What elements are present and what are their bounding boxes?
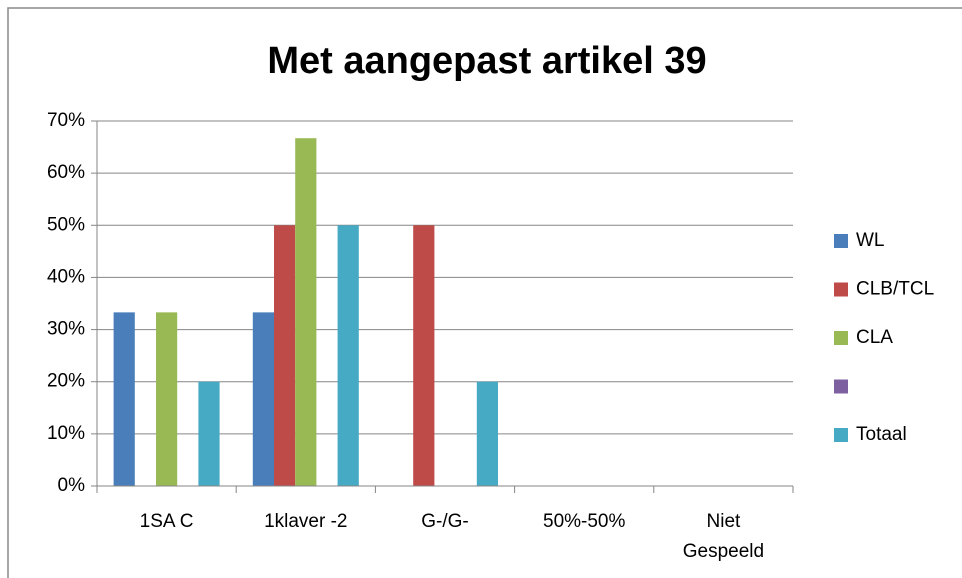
bar xyxy=(337,225,359,487)
bar xyxy=(413,225,435,487)
legend-swatch xyxy=(834,331,848,345)
bar xyxy=(274,225,296,487)
chart-title: Met aangepast artikel 39 xyxy=(267,40,706,82)
bar xyxy=(113,312,135,486)
x-tick-label: 1SA C xyxy=(140,511,194,532)
x-tick-label: 50%-50% xyxy=(543,511,625,532)
legend-swatch xyxy=(834,428,848,442)
x-tick-label: 1klaver -2 xyxy=(264,511,347,532)
y-tick-label: 40% xyxy=(47,266,85,287)
bar xyxy=(198,381,220,486)
y-tick-label: 50% xyxy=(47,214,85,235)
legend-swatch xyxy=(834,234,848,248)
x-tick-label: G-/G- xyxy=(421,511,469,532)
bar xyxy=(156,312,178,486)
y-tick-label: 0% xyxy=(58,475,86,496)
y-tick-label: 10% xyxy=(47,423,85,444)
legend-label: Totaal xyxy=(856,424,907,445)
bar xyxy=(252,312,274,486)
y-tick-label: 70% xyxy=(47,110,85,131)
legend-label: CLB/TCL xyxy=(856,279,934,300)
bar xyxy=(476,381,498,486)
chart-frame xyxy=(7,7,962,578)
y-tick-label: 30% xyxy=(47,319,85,340)
legend-swatch xyxy=(834,379,848,394)
y-tick-label: 60% xyxy=(47,162,85,183)
bar xyxy=(295,138,317,486)
y-tick-label: 20% xyxy=(47,371,85,392)
x-tick-label: Niet Gespeeld xyxy=(683,511,764,562)
legend-label: WL xyxy=(856,230,885,251)
legend-swatch xyxy=(834,282,848,297)
legend-label: CLA xyxy=(856,327,893,348)
